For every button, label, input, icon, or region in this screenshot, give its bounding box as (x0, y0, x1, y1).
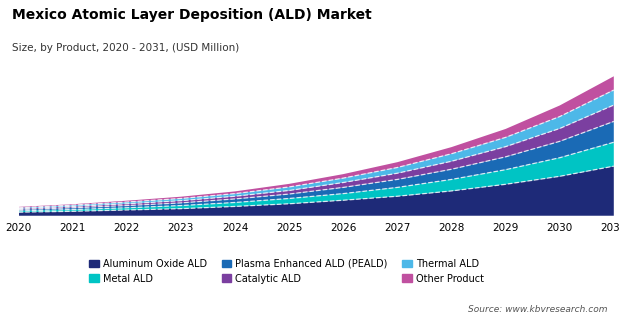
Text: Size, by Product, 2020 - 2031, (USD Million): Size, by Product, 2020 - 2031, (USD Mill… (12, 43, 240, 53)
Text: Source: www.kbvresearch.com: Source: www.kbvresearch.com (468, 305, 608, 314)
Text: Mexico Atomic Layer Deposition (ALD) Market: Mexico Atomic Layer Deposition (ALD) Mar… (12, 8, 372, 22)
Legend: Aluminum Oxide ALD, Metal ALD, Plasma Enhanced ALD (PEALD), Catalytic ALD, Therm: Aluminum Oxide ALD, Metal ALD, Plasma En… (89, 259, 484, 284)
